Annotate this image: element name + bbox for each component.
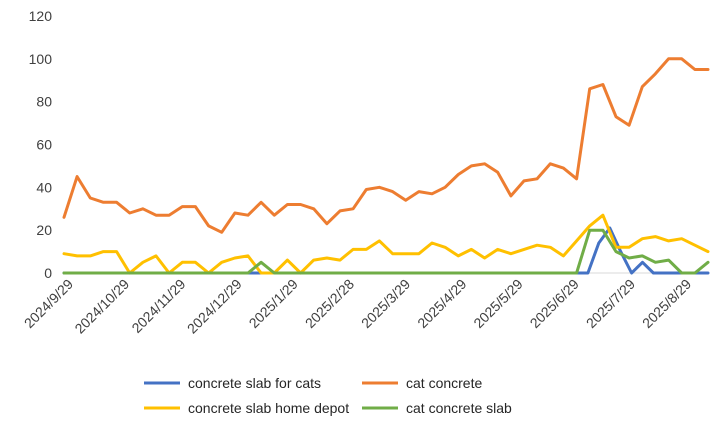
y-tick-label: 100 bbox=[29, 51, 53, 67]
x-tick-label: 2025/5/29 bbox=[470, 276, 526, 332]
series-line-cat-concrete bbox=[62, 57, 710, 234]
legend-item: cat concrete bbox=[362, 375, 482, 391]
legend-label: concrete slab for cats bbox=[188, 375, 321, 391]
y-axis-tick-labels: 0 20 40 60 80 100 120 bbox=[29, 8, 53, 281]
series-line-concrete-slab-home-depot bbox=[62, 213, 710, 275]
legend-item: concrete slab for cats bbox=[144, 375, 321, 391]
y-tick-label: 0 bbox=[44, 265, 52, 281]
y-tick-label: 60 bbox=[36, 137, 52, 153]
legend-item: concrete slab home depot bbox=[144, 400, 349, 416]
x-tick-label: 2024/9/29 bbox=[21, 276, 77, 332]
y-tick-label: 120 bbox=[29, 8, 53, 24]
x-tick-label: 2024/10/29 bbox=[71, 276, 132, 337]
legend: concrete slab for cats cat concrete concre… bbox=[144, 375, 512, 416]
x-tick-label: 2024/11/29 bbox=[128, 276, 188, 336]
legend-label: cat concrete slab bbox=[406, 400, 512, 416]
x-tick-label: 2025/8/29 bbox=[639, 276, 695, 332]
x-tick-label: 2025/2/28 bbox=[302, 276, 358, 332]
legend-item: cat concrete slab bbox=[362, 400, 512, 416]
y-tick-label: 80 bbox=[36, 94, 52, 110]
x-tick-label: 2025/3/29 bbox=[358, 276, 414, 332]
x-tick-label: 2024/12/29 bbox=[184, 276, 245, 337]
y-tick-label: 40 bbox=[36, 179, 52, 195]
legend-label: concrete slab home depot bbox=[188, 400, 349, 416]
series-lines bbox=[62, 57, 710, 275]
y-tick-label: 20 bbox=[36, 222, 52, 238]
x-tick-label: 2025/7/29 bbox=[583, 276, 639, 332]
series-line-cat-concrete-slab bbox=[62, 228, 710, 275]
x-tick-label: 2025/4/29 bbox=[414, 276, 470, 332]
legend-label: cat concrete bbox=[406, 375, 482, 391]
x-tick-label: 2025/1/29 bbox=[246, 276, 302, 332]
x-tick-label: 2025/6/29 bbox=[527, 276, 583, 332]
